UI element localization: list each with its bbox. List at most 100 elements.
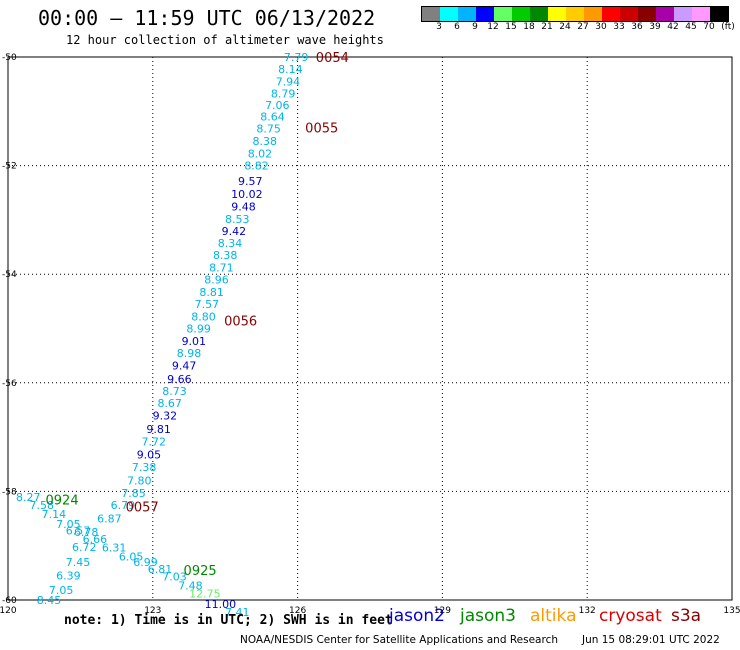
satellite-label: altika — [530, 606, 577, 626]
wave-height-label: 10.02 — [231, 188, 263, 201]
map-title: 00:00 – 11:59 UTC 06/13/2022 — [38, 6, 376, 30]
legend-label: 6 — [454, 22, 460, 32]
legend-label: 30 — [595, 22, 607, 32]
wave-height-label: 8.45 — [37, 594, 62, 607]
wave-height-label: 8.99 — [186, 323, 211, 336]
legend-label: 12 — [487, 22, 499, 32]
wave-height-label: 9.05 — [137, 448, 162, 461]
wave-height-label: 9.57 — [238, 175, 263, 188]
wave-height-label: 7.48 — [178, 579, 203, 592]
legend-label: 39 — [649, 22, 661, 32]
y-tick-label: -52 — [2, 162, 17, 172]
wave-height-label: 7.80 — [127, 475, 152, 488]
wave-height-label: 8.02 — [248, 148, 273, 161]
wave-height-label: 7.58 — [30, 499, 55, 512]
wave-height-label: 12.75 — [189, 587, 221, 600]
y-tick-label: -50 — [2, 53, 17, 63]
footnote: note: 1) Time is in UTC; 2) SWH is in fe… — [64, 613, 393, 628]
wave-height-labels: 7.798.147.948.797.068.648.758.388.028.82… — [16, 51, 308, 619]
satellite-label: jason3 — [460, 606, 516, 626]
legend-label: 27 — [577, 22, 589, 32]
legend-swatch — [620, 7, 638, 21]
legend-label: 42 — [667, 22, 679, 32]
wave-height-label: 8.34 — [218, 237, 243, 250]
wave-height-label: 6.79 — [111, 499, 136, 512]
credit-line: NOAA/NESDIS Center for Satellite Applica… — [240, 634, 558, 646]
wave-height-label: 7.57 — [195, 298, 220, 311]
legend-swatch — [530, 7, 548, 21]
color-legend-bar — [421, 6, 729, 22]
wave-height-label: 7.05 — [56, 518, 81, 531]
wave-height-label: 7.45 — [66, 556, 91, 569]
legend-swatch — [638, 7, 656, 21]
legend-swatch — [566, 7, 584, 21]
wave-height-label: 8.79 — [271, 87, 296, 100]
wave-height-label: 11.00 — [205, 598, 237, 611]
wave-height-label: 8.38 — [253, 135, 278, 148]
legend-swatch — [548, 7, 566, 21]
wave-height-label: 6.81 — [148, 563, 173, 576]
wave-height-label: 8.53 — [225, 213, 250, 226]
wave-height-label: 8.38 — [213, 249, 238, 262]
wave-height-label: 8.96 — [204, 274, 229, 287]
legend-swatch — [692, 7, 710, 21]
wave-height-label: 9.47 — [172, 359, 197, 372]
wave-height-label: 8.14 — [278, 63, 303, 76]
wave-height-label: 9.01 — [182, 335, 207, 348]
time-label: 0055 — [305, 122, 338, 137]
wave-height-label: 8.64 — [260, 111, 285, 124]
time-label: 0054 — [316, 51, 349, 66]
legend-label: 33 — [613, 22, 625, 32]
wave-height-label: 9.42 — [222, 225, 247, 238]
axis-labels: 120 123 126 129 132 135 -50 -52 -54 -56 -58 -60 — [0, 53, 740, 616]
wave-height-label: 7.94 — [276, 75, 301, 88]
wave-height-label: 7.14 — [42, 508, 67, 521]
legend-swatch — [458, 7, 476, 21]
satellite-label: jason2 — [389, 606, 445, 626]
time-label: 0925 — [184, 564, 217, 579]
y-tick-label: -56 — [2, 379, 17, 389]
y-tick-label: -60 — [2, 596, 17, 606]
wave-height-label: 7.72 — [142, 435, 167, 448]
legend-swatch — [584, 7, 602, 21]
wave-height-label: 7.03 — [162, 571, 187, 584]
time-label: 0056 — [224, 314, 257, 329]
legend-swatch — [476, 7, 494, 21]
wave-height-label: 8.81 — [199, 286, 224, 299]
wave-height-label: 6.72 — [72, 541, 97, 554]
time-label: 0924 — [46, 494, 79, 509]
wave-height-label: 8.71 — [209, 262, 234, 275]
wave-height-label: 8.27 — [16, 491, 41, 504]
generated-timestamp: Jun 15 08:29:01 UTC 2022 — [582, 634, 720, 646]
legend-swatch — [656, 7, 674, 21]
wave-height-label: 6.99 — [133, 556, 158, 569]
x-tick-label: 120 — [0, 606, 17, 616]
legend-unit: (ft) — [721, 22, 735, 32]
time-label: 0057 — [126, 501, 159, 516]
wave-height-label: 9.81 — [146, 423, 171, 436]
wave-height-label: 6.78 — [74, 526, 99, 539]
wave-height-label: 8.73 — [162, 385, 187, 398]
time-labels: 0054 0055 0056 0057 0924 0925 — [46, 51, 349, 579]
satellite-label: cryosat — [599, 606, 662, 626]
color-legend-labels: 3 6 9 12 15 18 21 24 27 30 33 36 39 42 45 70 (ft) — [421, 22, 740, 34]
wave-height-label: 6.57 — [66, 524, 91, 537]
wave-height-label: 6.39 — [56, 570, 81, 583]
wave-height-label: 6.87 — [97, 513, 122, 526]
legend-label: 9 — [472, 22, 478, 32]
y-tick-label: -58 — [2, 487, 17, 497]
wave-height-label: 7.06 — [265, 99, 290, 112]
wave-height-label: 8.67 — [157, 397, 182, 410]
legend-swatch — [710, 7, 728, 21]
wave-height-label: 8.98 — [177, 347, 202, 360]
legend-swatch — [602, 7, 620, 21]
legend-label: 18 — [523, 22, 535, 32]
wave-height-label: 7.38 — [132, 461, 157, 474]
legend-label: 21 — [541, 22, 553, 32]
legend-swatch — [494, 7, 512, 21]
x-tick-label: 132 — [579, 606, 596, 616]
wave-height-label: 7.79 — [284, 51, 309, 64]
legend-label: 3 — [436, 22, 442, 32]
map-grid — [7, 56, 733, 601]
